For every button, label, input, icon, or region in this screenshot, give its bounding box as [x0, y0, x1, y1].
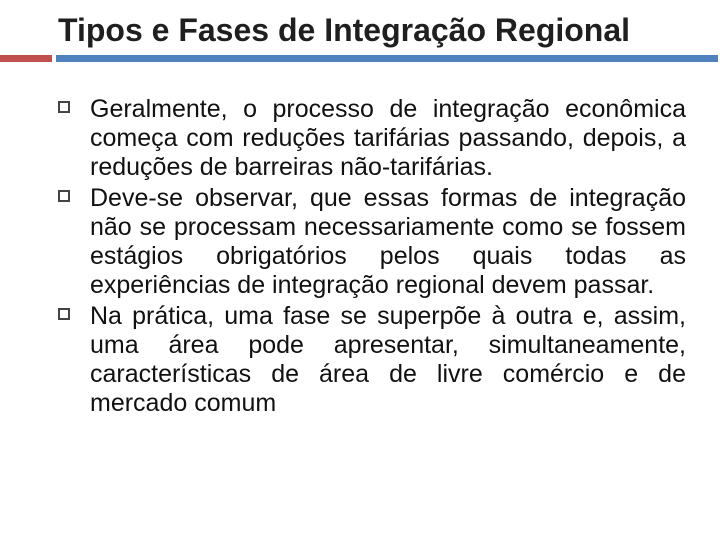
- content-area: Geralmente, o processo de integração eco…: [0, 73, 720, 418]
- slide-title: Tipos e Fases de Integração Regional: [58, 12, 720, 49]
- bullet-text: Geralmente, o processo de integração eco…: [90, 95, 686, 181]
- horizontal-rule: [0, 55, 720, 73]
- square-bullet-icon: [58, 190, 70, 202]
- bullet-text: Deve-se observar, que essas formas de in…: [90, 184, 686, 299]
- square-bullet-icon: [58, 308, 70, 320]
- rule-blue-segment: [56, 55, 718, 62]
- list-item: Na prática, uma fase se superpõe à outra…: [58, 302, 686, 418]
- slide: Tipos e Fases de Integração Regional Ger…: [0, 0, 720, 540]
- bullet-list: Geralmente, o processo de integração eco…: [58, 95, 686, 418]
- bullet-text: Na prática, uma fase se superpõe à outra…: [90, 302, 686, 417]
- square-bullet-icon: [58, 101, 70, 113]
- list-item: Deve-se observar, que essas formas de in…: [58, 184, 686, 300]
- rule-red-segment: [0, 55, 52, 62]
- title-block: Tipos e Fases de Integração Regional: [0, 12, 720, 49]
- list-item: Geralmente, o processo de integração eco…: [58, 95, 686, 182]
